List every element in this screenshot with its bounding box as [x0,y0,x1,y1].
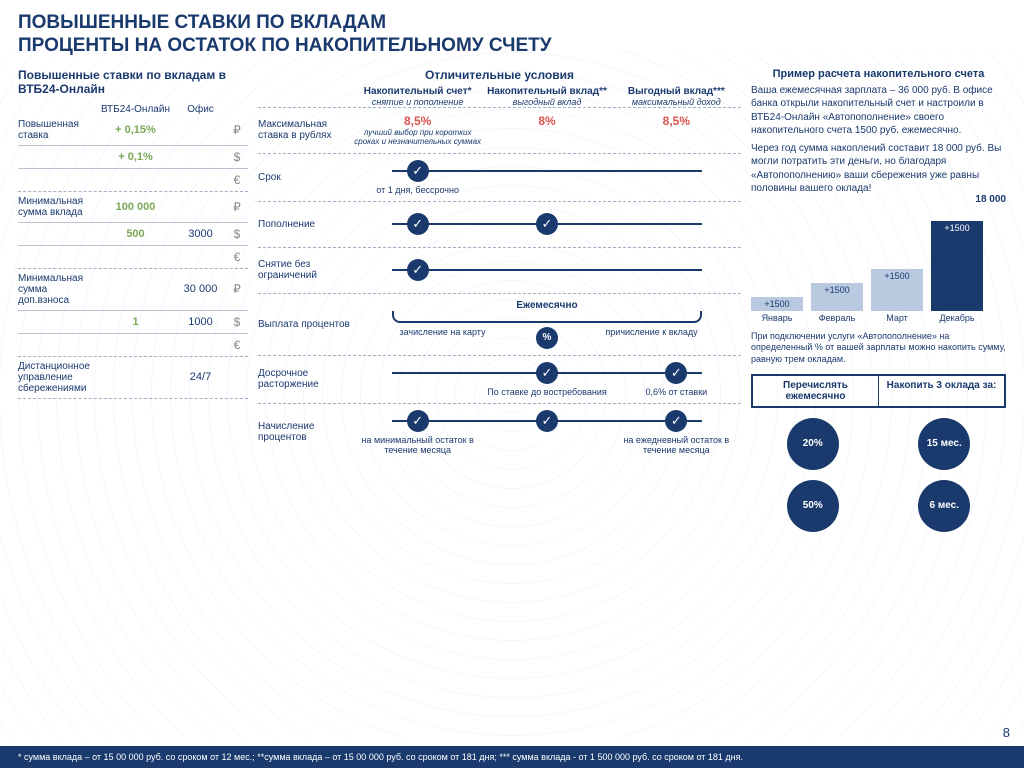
right-text: Ваша ежемесячная зарплата – 36 000 руб. … [751,84,1006,196]
circle-2: 50% [787,480,839,532]
right-disclaimer: При подключении услуги «Автопополнение» … [751,331,1006,366]
savings-chart: 18 000 +1500Январь+1500Февраль+1500Март+… [751,208,1006,323]
check-icon: ✓ [665,362,687,384]
mid-col2-sub: максимальный доход [612,97,741,107]
circle-0: 20% [787,418,839,470]
circle-1: 15 мес. [918,418,970,470]
feature-row: Максимальная ставка в рублях8,5%лучший в… [258,107,741,153]
left-column: Повышенные ставки по вкладам в ВТБ24-Онл… [18,68,248,532]
chart-top-label: 18 000 [975,194,1006,205]
left-row: € [18,334,248,357]
mid-col1-sub: выгодный вклад [482,97,611,107]
check-icon: ✓ [665,410,687,432]
feature-row: Пополнение✓✓ [258,201,741,247]
feature-row: Досрочное расторжение✓По ставке до востр… [258,355,741,403]
left-row: 11000$ [18,311,248,334]
middle-column: Отличительные условия Накопительный счет… [258,68,741,532]
mid-col0-sub: снятие и пополнение [353,97,482,107]
mid-col1-name: Накопительный вклад** [482,86,611,97]
left-row: € [18,169,248,192]
check-icon: ✓ [407,160,429,182]
left-header: Повышенные ставки по вкладам в ВТБ24-Онл… [18,68,248,96]
left-row: Минимальная сумма доп.взноса30 000₽ [18,269,248,311]
right-title: Пример расчета накопительного счета [751,68,1006,80]
footer-notes: * сумма вклада – от 15 00 000 руб. со ср… [0,746,1024,768]
left-col1-header: ВТБ24-Онлайн [98,104,173,115]
check-icon: ✓ [536,213,558,235]
left-col2-header: Офис [173,104,228,115]
chart-bar: +1500Март [871,269,923,323]
left-row: € [18,246,248,269]
percent-icon: % [536,327,558,349]
savings-table: Перечислять ежемесячно Накопить 3 оклада… [751,374,1006,408]
check-icon: ✓ [536,410,558,432]
left-row: + 0,1%$ [18,146,248,169]
right-column: Пример расчета накопительного счета Ваша… [751,68,1006,532]
check-icon: ✓ [536,362,558,384]
left-row: Повышенная ставка+ 0,15%₽ [18,115,248,146]
left-row: Дистанционное управление сбережениями24/… [18,357,248,399]
left-row: 5003000$ [18,223,248,246]
circle-3: 6 мес. [918,480,970,532]
feature-row: Снятие без ограничений✓ [258,247,741,293]
page-title-1: ПОВЫШЕННЫЕ СТАВКИ ПО ВКЛАДАМ [18,12,1006,35]
check-icon: ✓ [407,213,429,235]
circle-row2: 50% 6 мес. [751,480,1006,532]
savings-col2: Накопить 3 оклада за: [879,376,1004,406]
circle-row1: 20% 15 мес. [751,418,1006,470]
mid-col2-name: Выгодный вклад*** [612,86,741,97]
check-icon: ✓ [407,410,429,432]
feature-row: Срок✓от 1 дня, бессрочно [258,153,741,201]
feature-row: Выплата процентов Ежемесячно зачисление … [258,293,741,355]
mid-title: Отличительные условия [258,68,741,82]
feature-row: Начисление процентов✓на минимальный оста… [258,403,741,461]
mid-col0-name: Накопительный счет* [353,86,482,97]
left-row: Минимальная сумма вклада100 000₽ [18,192,248,223]
page-number: 8 [1003,725,1010,740]
page-title-2: ПРОЦЕНТЫ НА ОСТАТОК ПО НАКОПИТЕЛЬНОМУ СЧ… [18,35,1006,58]
chart-bar: +1500Январь [751,297,803,323]
chart-bar: +1500Февраль [811,283,863,323]
savings-col1: Перечислять ежемесячно [753,376,879,406]
chart-bar: +1500Декабрь [931,221,983,323]
check-icon: ✓ [407,259,429,281]
